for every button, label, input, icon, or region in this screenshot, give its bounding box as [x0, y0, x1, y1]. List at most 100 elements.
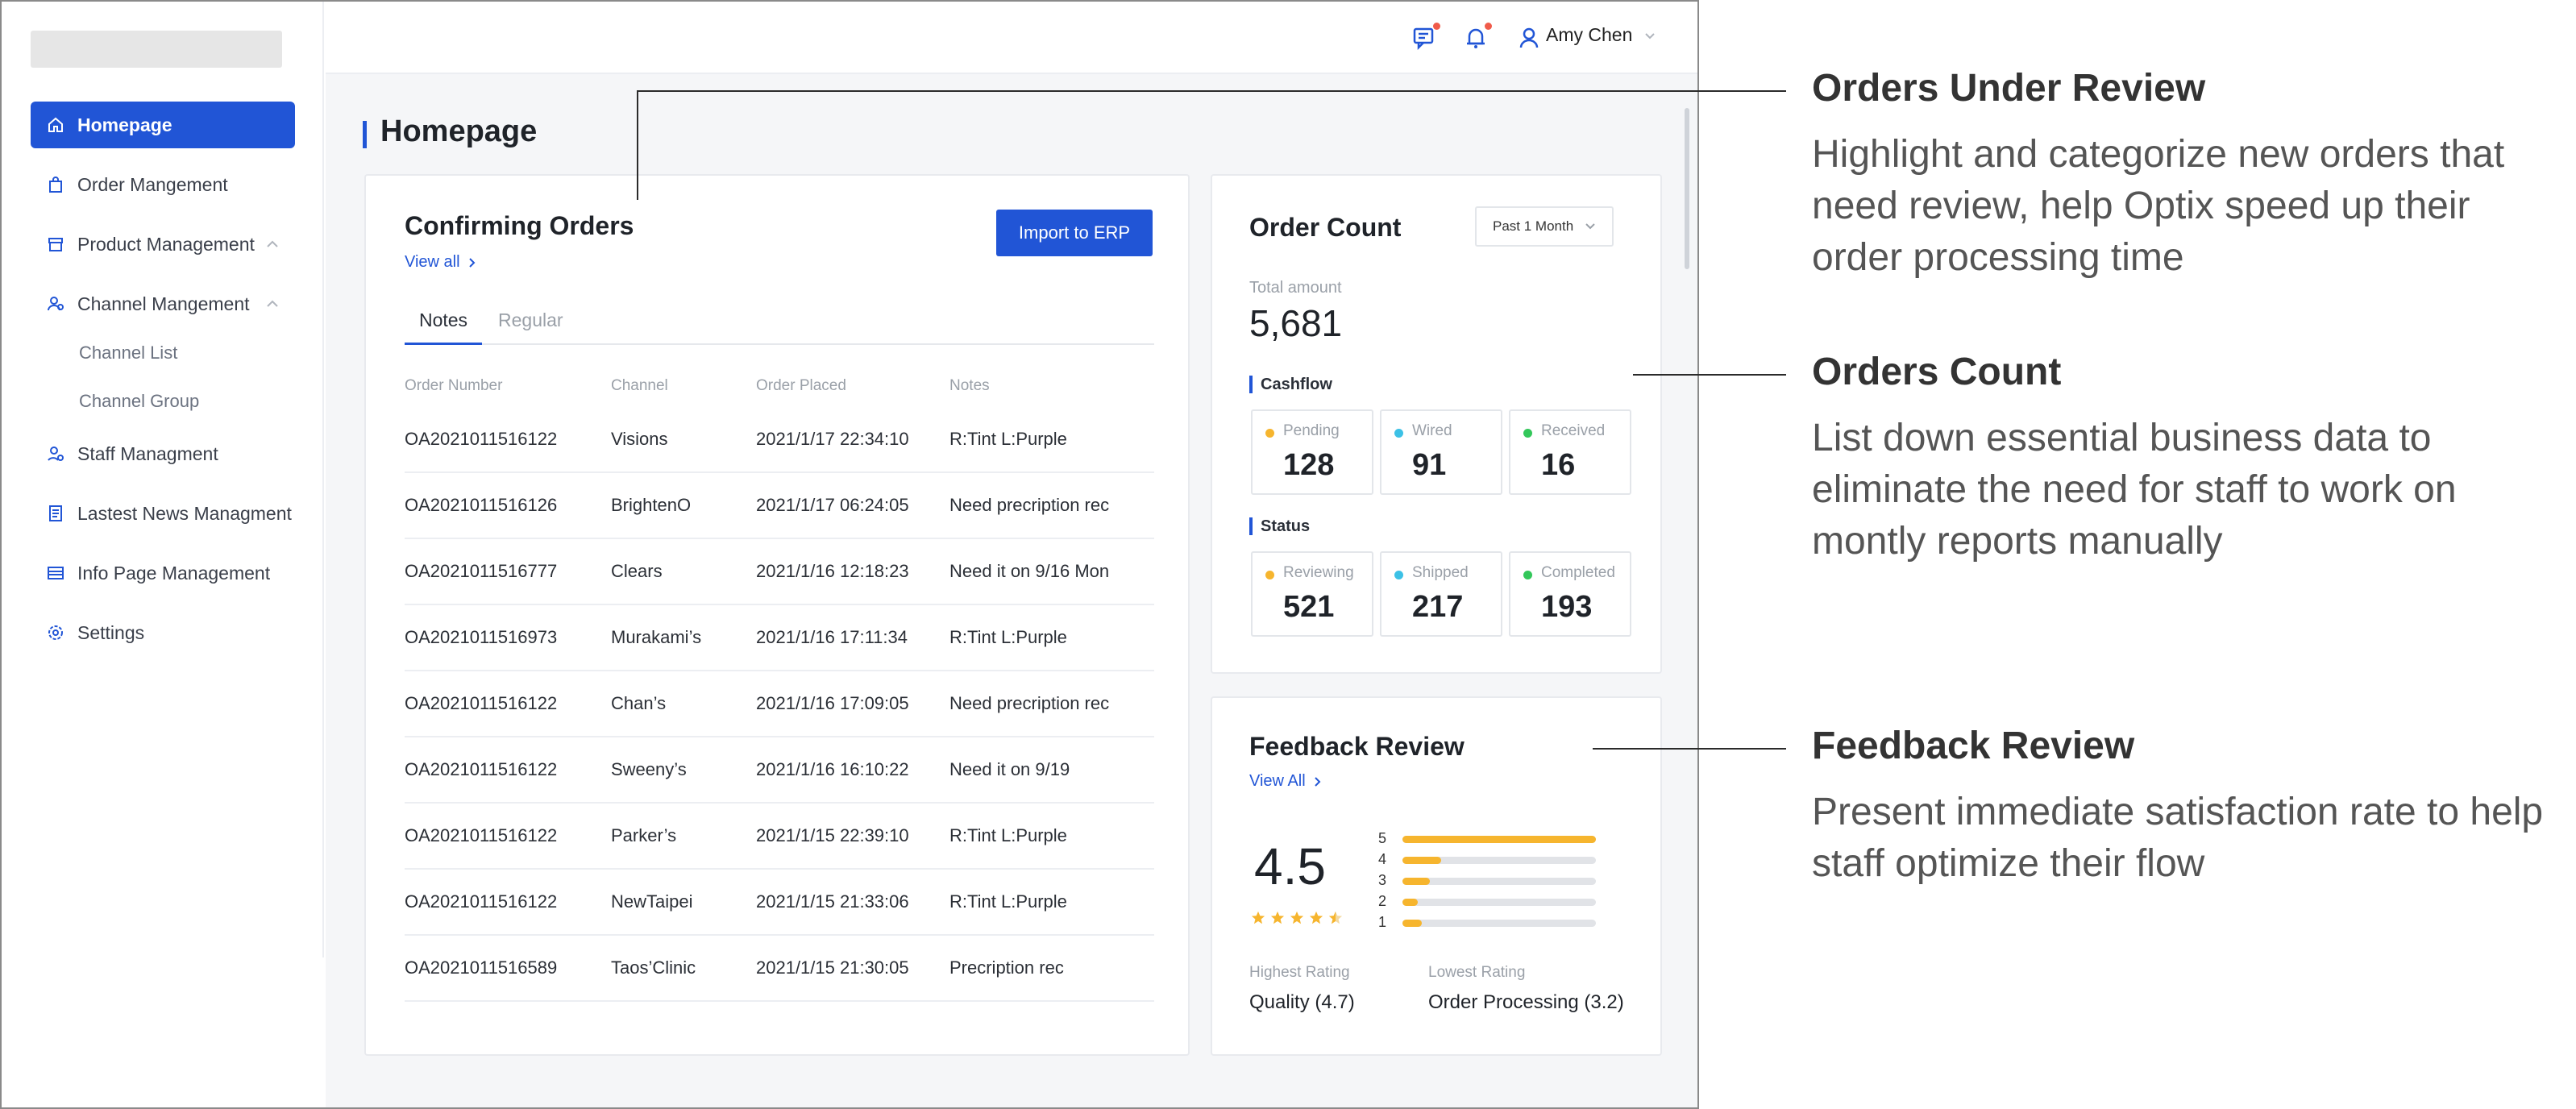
order-placed: 2021/1/17 06:24:05 — [756, 472, 949, 539]
stat-shipped: Shipped 217 — [1380, 551, 1502, 637]
sidebar-item-order-management[interactable]: Order Mangement — [31, 161, 295, 208]
sidebar-subitem-channel-list[interactable]: Channel List — [79, 343, 178, 363]
rating-bar-track — [1402, 920, 1596, 927]
chevron-down-icon[interactable] — [1644, 32, 1656, 40]
table-row[interactable]: OA2021011516589 Taos’Clinic 2021/1/15 21:3… — [405, 935, 1154, 1002]
cashflow-label: Cashflow — [1249, 376, 1332, 394]
orders-table: Order Number Channel Order Placed Notes … — [405, 366, 1154, 1002]
order-channel: Parker’s — [611, 803, 756, 870]
status-dot — [1523, 429, 1532, 438]
sidebar-item-product-management[interactable]: Product Management — [31, 221, 295, 268]
sidebar-item-label: Staff Managment — [77, 442, 218, 464]
table-row[interactable]: OA2021011516122 Visions 2021/1/17 22:34:10… — [405, 406, 1154, 473]
gear-icon — [48, 625, 63, 640]
tab-regular[interactable]: Regular — [498, 309, 563, 330]
rating-bar-row: 1 — [1378, 912, 1596, 933]
order-number: OA2021011516122 — [405, 671, 611, 737]
sidebar-item-settings[interactable]: Settings — [31, 609, 295, 656]
order-channel: Sweeny’s — [611, 737, 756, 804]
table-row[interactable]: OA2021011516122 Sweeny’s 2021/1/16 16:10:2… — [405, 737, 1154, 804]
order-notes: R:Tint L:Purple — [949, 604, 1154, 671]
order-notes: Need it on 9/16 Mon — [949, 538, 1154, 605]
order-placed: 2021/1/16 12:18:23 — [756, 538, 949, 605]
user-gear-icon — [48, 447, 64, 461]
order-channel: Murakami’s — [611, 604, 756, 671]
order-placed: 2021/1/15 21:33:06 — [756, 869, 949, 936]
bell-icon[interactable] — [1462, 24, 1490, 52]
stat-label: Reviewing — [1283, 564, 1354, 581]
feedback-review-card: Feedback Review View All 4.5 5 4 3 2 1 H… — [1211, 696, 1662, 1056]
sidebar-item-label: Lastest News Managment — [77, 502, 292, 524]
status-label: Status — [1249, 517, 1310, 536]
order-number: OA2021011516122 — [405, 737, 611, 804]
orders-view-all-link[interactable]: View all — [405, 253, 476, 272]
table-row[interactable]: OA2021011516122 NewTaipei 2021/1/15 21:33:… — [405, 869, 1154, 936]
rating-bar-track — [1402, 899, 1596, 906]
sidebar-nav: Homepage Order Mangement Product Managem… — [31, 102, 295, 669]
rating-bar-fill — [1402, 857, 1441, 864]
stat-wired: Wired 91 — [1380, 409, 1502, 495]
table-row[interactable]: OA2021011516126 BrightenO 2021/1/17 06:24:… — [405, 472, 1154, 539]
order-notes: Need it on 9/19 — [949, 737, 1154, 804]
status-dot — [1265, 571, 1274, 579]
rating-bar-fill — [1402, 920, 1422, 927]
chevron-down-icon — [1585, 223, 1595, 230]
import-to-erp-button[interactable]: Import to ERP — [996, 210, 1153, 256]
column-header: Order Placed — [756, 377, 846, 394]
feedback-view-all-link[interactable]: View All — [1249, 772, 1322, 791]
main-content: Amy Chen Homepage Confirming Orders View… — [326, 2, 1697, 1107]
order-notes: R:Tint L:Purple — [949, 869, 1154, 936]
sidebar-item-info-page-management[interactable]: Info Page Management — [31, 550, 295, 596]
column-header: Order Number — [405, 377, 503, 394]
rating-stars — [1251, 911, 1343, 925]
stat-completed: Completed 193 — [1509, 551, 1631, 637]
sidebar-item-homepage[interactable]: Homepage — [31, 102, 295, 148]
document-icon — [49, 505, 62, 521]
order-channel: Chan’s — [611, 671, 756, 737]
confirming-orders-card: Confirming Orders View all Import to ERP… — [364, 174, 1190, 1056]
user-name[interactable]: Amy Chen — [1546, 24, 1633, 45]
user-icon[interactable] — [1515, 24, 1543, 52]
table-row[interactable]: OA2021011516973 Murakami’s 2021/1/16 17:11… — [405, 604, 1154, 671]
range-select[interactable]: Past 1 Month — [1475, 206, 1614, 247]
order-placed: 2021/1/16 17:11:34 — [756, 604, 949, 671]
order-number: OA2021011516126 — [405, 472, 611, 539]
stat-value: 128 — [1283, 448, 1335, 482]
order-number: OA2021011516122 — [405, 803, 611, 870]
chevron-right-icon — [468, 257, 475, 268]
order-number: OA2021011516122 — [405, 406, 611, 473]
order-placed: 2021/1/17 22:34:10 — [756, 406, 949, 473]
stat-value: 193 — [1541, 590, 1593, 624]
sidebar-item-label: Info Page Management — [77, 562, 271, 584]
sidebar-item-news-management[interactable]: Lastest News Managment — [31, 490, 295, 537]
star-icon — [1270, 911, 1285, 924]
logo-placeholder — [31, 31, 282, 68]
sidebar-subitem-channel-group[interactable]: Channel Group — [79, 391, 200, 411]
table-row[interactable]: OA2021011516122 Parker’s 2021/1/15 22:39:1… — [405, 803, 1154, 870]
message-icon[interactable] — [1411, 24, 1438, 52]
order-notes: R:Tint L:Purple — [949, 803, 1154, 870]
callout-line — [637, 90, 638, 200]
table-row[interactable]: OA2021011516122 Chan’s 2021/1/16 17:09:05 N… — [405, 671, 1154, 737]
table-row[interactable]: OA2021011516777 Clears 2021/1/16 12:18:23 N… — [405, 538, 1154, 605]
status-dot — [1394, 429, 1403, 438]
sidebar: Homepage Order Mangement Product Managem… — [2, 2, 324, 957]
feedback-card-title: Feedback Review — [1249, 732, 1465, 761]
sidebar-item-label: Homepage — [77, 114, 172, 135]
order-channel: NewTaipei — [611, 869, 756, 936]
order-number: OA2021011516973 — [405, 604, 611, 671]
sidebar-item-channel-management[interactable]: Channel Mangement — [31, 280, 295, 327]
scrollbar-thumb[interactable] — [1685, 108, 1689, 269]
rating-bar-track — [1402, 836, 1596, 843]
bell-alert-dot — [1485, 23, 1492, 30]
column-header: Notes — [949, 377, 990, 394]
lowest-rating-label: Lowest Rating — [1428, 964, 1526, 981]
rating-bar-track — [1402, 878, 1596, 885]
stat-value: 91 — [1412, 448, 1447, 482]
sidebar-item-staff-management[interactable]: Staff Managment — [31, 430, 295, 477]
status-dot — [1523, 571, 1532, 579]
tab-notes[interactable]: Notes — [405, 309, 482, 345]
column-header: Channel — [611, 377, 668, 394]
order-notes: Need precription rec — [949, 671, 1154, 737]
chevron-up-icon — [267, 240, 278, 247]
